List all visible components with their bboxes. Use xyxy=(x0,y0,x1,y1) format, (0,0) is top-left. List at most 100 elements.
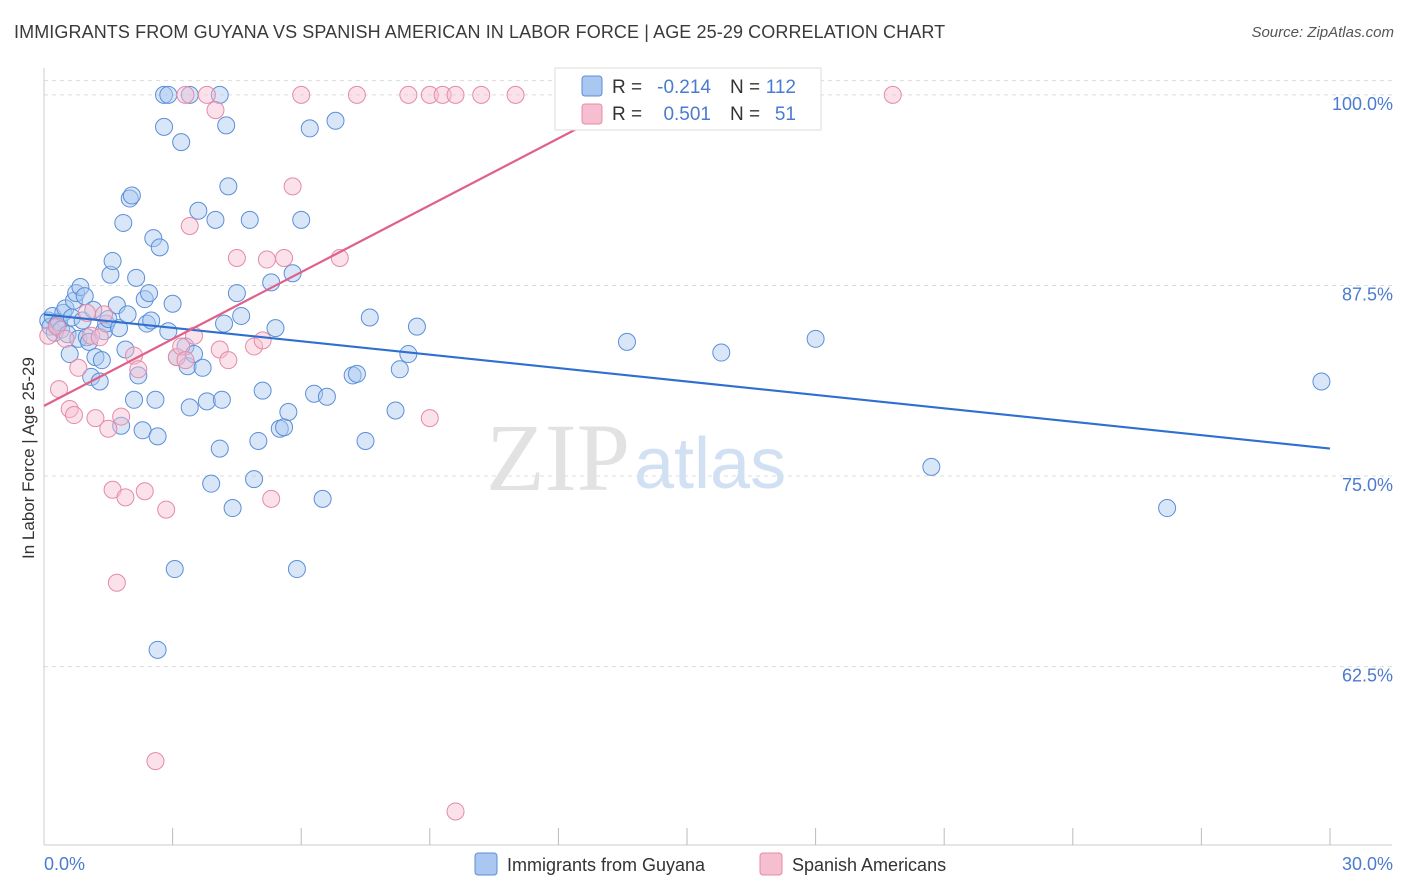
guyana-point-98 xyxy=(155,85,174,104)
guyana-point-57 xyxy=(180,398,199,417)
guyana-point-105 xyxy=(806,329,825,348)
spanish-point-6 xyxy=(69,358,88,377)
guyana-point-52 xyxy=(163,294,182,313)
guyana-point-10 xyxy=(60,345,79,364)
guyana-point-91 xyxy=(360,308,379,327)
spanish-point-23 xyxy=(172,337,191,356)
spanish-point-47 xyxy=(506,85,525,104)
guyana-point-39 xyxy=(127,268,146,287)
guyana-point-104 xyxy=(712,343,731,362)
guyana-point-66 xyxy=(215,314,234,333)
spanish-point-20 xyxy=(146,752,165,771)
guyana-point-93 xyxy=(390,360,409,379)
spanish-point-21 xyxy=(157,500,176,519)
legend-swatch-pink xyxy=(581,103,603,125)
series-guyana-points xyxy=(39,85,1331,659)
guyana-point-33 xyxy=(114,213,133,232)
guyana-point-73 xyxy=(249,431,268,450)
legend-swatch-blue xyxy=(581,75,603,97)
guyana-point-31 xyxy=(110,319,129,338)
guyana-point-59 xyxy=(189,201,208,220)
guyana-point-40 xyxy=(129,366,148,385)
guyana-point-36 xyxy=(120,189,139,208)
watermark-zip: ZIP xyxy=(486,404,630,511)
spanish-point-30 xyxy=(219,351,238,370)
guyana-point-68 xyxy=(223,499,242,518)
chart-title: IMMIGRANTS FROM GUYANA VS SPANISH AMERIC… xyxy=(14,22,946,42)
guyana-point-70 xyxy=(232,306,251,325)
guyana-point-108 xyxy=(1312,372,1331,391)
spanish-point-46 xyxy=(472,85,491,104)
guyana-point-72 xyxy=(245,470,264,489)
guyana-point-95 xyxy=(407,317,426,336)
guyana-point-38 xyxy=(125,390,144,409)
spanish-point-42 xyxy=(399,85,418,104)
watermark: ZIP atlas xyxy=(486,404,786,511)
spanish-point-33 xyxy=(253,331,272,350)
guyana-point-47 xyxy=(146,390,165,409)
legend-box: R = -0.214 N = 112 R = 0.501 N = 51 xyxy=(554,67,822,131)
spanish-point-39 xyxy=(176,85,195,104)
guyana-point-46 xyxy=(144,229,163,248)
guyana-point-83 xyxy=(300,119,319,138)
spanish-point-16 xyxy=(116,488,135,507)
guyana-point-74 xyxy=(253,381,272,400)
source-label: Source: ZipAtlas.com xyxy=(1251,24,1394,41)
guyana-point-41 xyxy=(133,421,152,440)
legend-r-value-blue: -0.214 xyxy=(657,77,711,98)
y-tick-label-0: 62.5% xyxy=(1342,666,1393,686)
spanish-point-45 xyxy=(446,85,465,104)
spanish-point-28 xyxy=(206,101,225,120)
guyana-point-86 xyxy=(317,387,336,406)
spanish-point-51 xyxy=(883,85,902,104)
spanish-point-40 xyxy=(292,85,311,104)
guyana-point-63 xyxy=(206,210,225,229)
bottom-legend-swatch-blue xyxy=(474,852,498,876)
spanish-point-25 xyxy=(180,216,199,235)
axes xyxy=(43,68,1392,846)
guyana-point-92 xyxy=(386,401,405,420)
spanish-point-12 xyxy=(99,419,118,438)
x-tick-label-1: 30.0% xyxy=(1342,854,1393,874)
guyana-point-49 xyxy=(150,238,169,257)
guyana-point-107 xyxy=(1158,499,1177,518)
spanish-point-3 xyxy=(56,329,75,348)
guyana-point-103 xyxy=(617,332,636,351)
spanish-point-43 xyxy=(420,85,439,104)
spanish-point-35 xyxy=(262,489,281,508)
guyana-point-106 xyxy=(922,457,941,476)
guyana-point-23 xyxy=(90,372,109,391)
bottom-legend-label-pink: Spanish Americans xyxy=(792,855,946,875)
spanish-point-5 xyxy=(65,406,84,425)
spanish-point-24 xyxy=(176,351,195,370)
guyana-point-79 xyxy=(279,402,298,421)
legend-r-label-blue: R = xyxy=(612,77,642,98)
spanish-point-41 xyxy=(347,85,366,104)
legend-n-label-blue: N = xyxy=(730,77,760,98)
spanish-point-37 xyxy=(283,177,302,196)
bottom-legend-label-blue: Immigrants from Guyana xyxy=(507,855,706,875)
guyana-point-54 xyxy=(172,133,191,152)
guyana-point-28 xyxy=(101,265,120,284)
trendline-spanish xyxy=(43,81,667,407)
legend-n-value-pink: 51 xyxy=(775,104,796,125)
y-tick-labels: 62.5% 75.0% 87.5% 100.0% xyxy=(1332,94,1393,686)
trend-lines xyxy=(43,81,1331,450)
legend-n-label-pink: N = xyxy=(730,104,760,125)
guyana-point-50 xyxy=(155,117,174,136)
gridlines xyxy=(44,80,1392,668)
guyana-point-9 xyxy=(58,325,77,344)
spanish-point-19 xyxy=(135,482,154,501)
x-tick-label-0: 0.0% xyxy=(44,854,85,874)
guyana-point-97 xyxy=(165,560,184,579)
spanish-point-9 xyxy=(86,409,105,428)
spanish-point-48 xyxy=(420,409,439,428)
spanish-point-11 xyxy=(95,305,114,324)
guyana-point-67 xyxy=(219,177,238,196)
y-axis-label: In Labor Force | Age 25-29 xyxy=(19,357,38,559)
spanish-point-34 xyxy=(257,250,276,269)
guyana-point-48 xyxy=(148,427,167,446)
guyana-point-44 xyxy=(140,284,159,303)
guyana-point-85 xyxy=(313,489,332,508)
